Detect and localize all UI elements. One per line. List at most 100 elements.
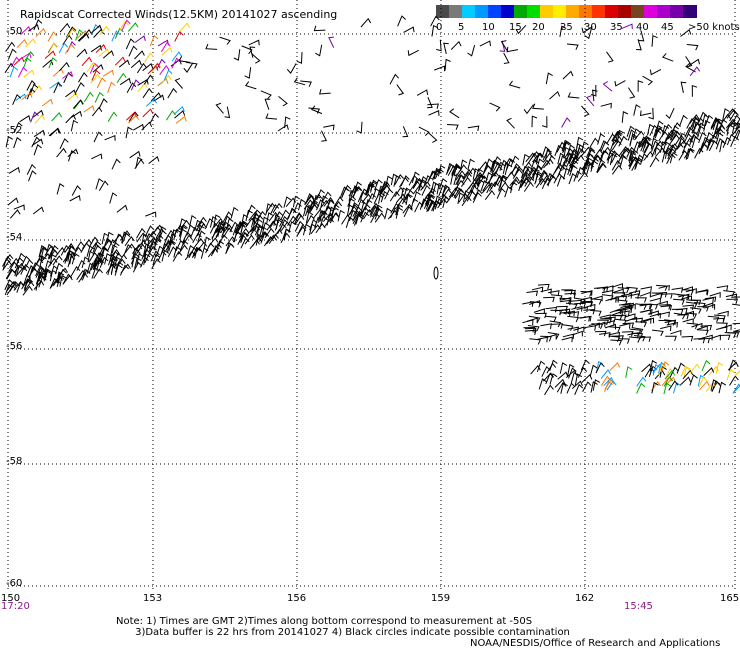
wind-barb — [28, 267, 37, 279]
wind-barb — [38, 276, 47, 288]
wind-barb — [64, 242, 75, 253]
wind-barb — [607, 150, 618, 161]
wind-barb — [731, 296, 740, 298]
wind-barb — [333, 196, 344, 207]
wind-barb — [143, 233, 153, 245]
wind-barb — [573, 170, 582, 182]
wind-barb — [509, 176, 520, 187]
wind-barb — [312, 193, 323, 204]
legend-swatch — [683, 5, 697, 18]
wind-barb — [715, 124, 726, 135]
wind-barb — [256, 225, 264, 238]
wind-barb — [75, 81, 85, 93]
wind-barb — [222, 215, 232, 227]
wind-barb — [557, 152, 566, 165]
wind-barb — [722, 136, 732, 148]
wind-barb — [436, 39, 442, 52]
wind-barb — [539, 175, 551, 186]
wind-barb — [459, 159, 468, 172]
wind-barb — [451, 186, 462, 197]
wind-barb — [92, 64, 104, 73]
wind-barb — [662, 123, 673, 135]
wind-barb — [622, 322, 635, 328]
wind-barb — [533, 308, 545, 315]
wind-barb — [567, 92, 580, 99]
wind-barb — [110, 250, 120, 262]
wind-barb — [42, 59, 54, 68]
wind-barb — [389, 191, 400, 202]
wind-barb — [249, 239, 260, 250]
wind-barb — [651, 292, 664, 298]
wind-barb — [652, 329, 664, 337]
wind-barb — [368, 202, 380, 213]
wind-barb — [636, 39, 642, 51]
wind-barb — [689, 374, 698, 386]
wind-barb — [614, 318, 627, 326]
wind-barb — [559, 25, 567, 37]
wind-barb — [446, 124, 459, 130]
wind-barb — [656, 300, 668, 307]
wind-barb — [673, 298, 685, 305]
wind-barb — [663, 132, 673, 144]
wind-barb — [160, 243, 170, 255]
wind-barb — [559, 155, 567, 167]
wind-barb — [394, 174, 404, 185]
wind-barb — [370, 206, 380, 218]
wind-barb — [323, 196, 334, 207]
lon-label: 156 — [287, 593, 307, 604]
wind-barb — [22, 285, 33, 296]
wind-barb — [77, 72, 88, 83]
wind-barb — [451, 164, 461, 176]
wind-barb — [509, 179, 520, 190]
wind-barb — [643, 317, 655, 324]
wind-barb — [178, 56, 191, 63]
wind-barb — [274, 211, 284, 223]
wind-barb — [48, 57, 58, 69]
wind-barb — [698, 131, 707, 144]
wind-barb — [680, 295, 692, 301]
wind-barb — [685, 301, 698, 309]
wind-barb — [352, 186, 362, 198]
wind-barb — [309, 201, 320, 213]
wind-barb — [371, 206, 382, 218]
wind-barb — [34, 114, 46, 124]
wind-barb — [134, 158, 145, 170]
wind-barb — [641, 363, 653, 373]
wind-barb — [71, 246, 82, 258]
wind-barb — [672, 381, 681, 394]
wind-barb — [622, 302, 635, 309]
wind-barb — [248, 39, 260, 46]
wind-barb — [171, 229, 179, 241]
wind-barb — [427, 97, 433, 109]
wind-barb — [95, 44, 107, 54]
wind-barb — [631, 327, 644, 335]
wind-barb — [196, 216, 207, 228]
wind-barb — [546, 362, 557, 374]
wind-barb — [561, 117, 571, 128]
wind-barb — [76, 259, 86, 271]
wind-barb — [562, 167, 571, 180]
wind-barb — [2, 255, 12, 267]
wind-barb — [48, 127, 60, 137]
wind-barb — [563, 153, 574, 164]
legend-swatch — [631, 5, 645, 18]
wind-barb — [492, 156, 502, 168]
wind-barb — [244, 67, 252, 79]
wind-barb — [248, 211, 259, 221]
wind-barb — [266, 220, 277, 231]
wind-barb — [179, 219, 190, 230]
wind-barb — [101, 232, 109, 245]
wind-barb — [446, 162, 455, 175]
wind-barb — [91, 106, 103, 117]
wind-barb — [431, 168, 442, 180]
wind-barb — [576, 136, 584, 149]
wind-barb — [59, 22, 71, 33]
wind-barb — [86, 245, 95, 257]
wind-barb — [628, 149, 636, 162]
wind-barb — [93, 268, 103, 279]
wind-barb — [551, 323, 564, 329]
wind-barb — [655, 147, 666, 158]
wind-barb — [49, 81, 61, 89]
wind-barb — [488, 172, 497, 184]
wind-barb — [573, 326, 585, 333]
